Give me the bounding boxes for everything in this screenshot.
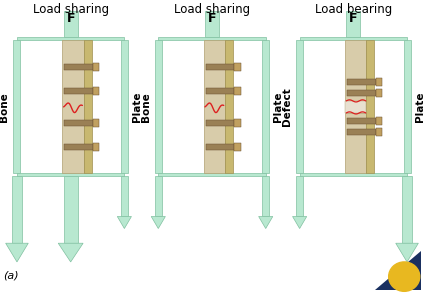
Polygon shape <box>234 63 241 71</box>
Polygon shape <box>404 40 410 173</box>
Polygon shape <box>58 243 83 262</box>
Polygon shape <box>262 176 269 216</box>
Polygon shape <box>17 173 124 176</box>
Text: F: F <box>349 12 357 25</box>
Polygon shape <box>204 40 225 173</box>
Polygon shape <box>225 40 233 173</box>
Text: Plate: Plate <box>415 92 424 122</box>
Text: Bone: Bone <box>0 92 9 122</box>
Polygon shape <box>347 118 376 124</box>
Polygon shape <box>234 87 241 95</box>
Polygon shape <box>64 11 78 37</box>
Polygon shape <box>62 40 84 173</box>
Polygon shape <box>93 143 99 151</box>
Polygon shape <box>346 11 360 37</box>
Text: Plate: Plate <box>132 92 142 122</box>
Text: Bone: Bone <box>141 92 151 122</box>
Text: F: F <box>208 12 216 25</box>
Polygon shape <box>376 78 382 86</box>
Text: Defect: Defect <box>282 88 292 126</box>
Polygon shape <box>205 11 219 37</box>
Polygon shape <box>347 90 376 96</box>
Polygon shape <box>121 40 128 173</box>
Polygon shape <box>158 173 266 176</box>
Polygon shape <box>376 89 382 97</box>
Text: Load sharing: Load sharing <box>174 3 250 16</box>
Polygon shape <box>64 176 78 243</box>
Polygon shape <box>121 176 128 216</box>
Polygon shape <box>151 216 165 228</box>
Text: Load sharing: Load sharing <box>33 3 109 16</box>
Polygon shape <box>376 117 382 125</box>
Polygon shape <box>158 37 266 40</box>
Polygon shape <box>259 216 273 228</box>
Polygon shape <box>12 176 22 243</box>
Polygon shape <box>347 129 376 135</box>
Polygon shape <box>84 40 92 173</box>
Text: Plate: Plate <box>273 92 283 122</box>
Text: Load bearing: Load bearing <box>315 3 392 16</box>
Polygon shape <box>296 176 303 216</box>
Polygon shape <box>14 40 20 173</box>
Polygon shape <box>64 144 93 150</box>
Text: (a): (a) <box>3 271 19 281</box>
Polygon shape <box>17 37 124 40</box>
Polygon shape <box>93 63 99 71</box>
Text: F: F <box>67 12 75 25</box>
Polygon shape <box>402 176 412 243</box>
Polygon shape <box>206 64 234 70</box>
Polygon shape <box>155 40 162 173</box>
Polygon shape <box>374 251 421 290</box>
Polygon shape <box>206 120 234 126</box>
Polygon shape <box>234 119 241 127</box>
Polygon shape <box>234 143 241 151</box>
Polygon shape <box>366 40 374 173</box>
Polygon shape <box>206 88 234 94</box>
Polygon shape <box>155 176 162 216</box>
Polygon shape <box>262 40 269 173</box>
Circle shape <box>389 262 420 291</box>
Polygon shape <box>93 87 99 95</box>
Polygon shape <box>300 173 407 176</box>
Polygon shape <box>345 101 366 113</box>
Polygon shape <box>296 40 303 173</box>
Polygon shape <box>396 243 418 262</box>
Polygon shape <box>376 128 382 136</box>
Polygon shape <box>64 64 93 70</box>
Polygon shape <box>345 113 366 173</box>
Polygon shape <box>206 144 234 150</box>
Polygon shape <box>345 40 366 101</box>
Polygon shape <box>64 120 93 126</box>
Polygon shape <box>300 37 407 40</box>
Polygon shape <box>64 88 93 94</box>
Polygon shape <box>293 216 307 228</box>
Polygon shape <box>93 119 99 127</box>
Polygon shape <box>6 243 28 262</box>
Polygon shape <box>117 216 131 228</box>
Polygon shape <box>347 79 376 85</box>
